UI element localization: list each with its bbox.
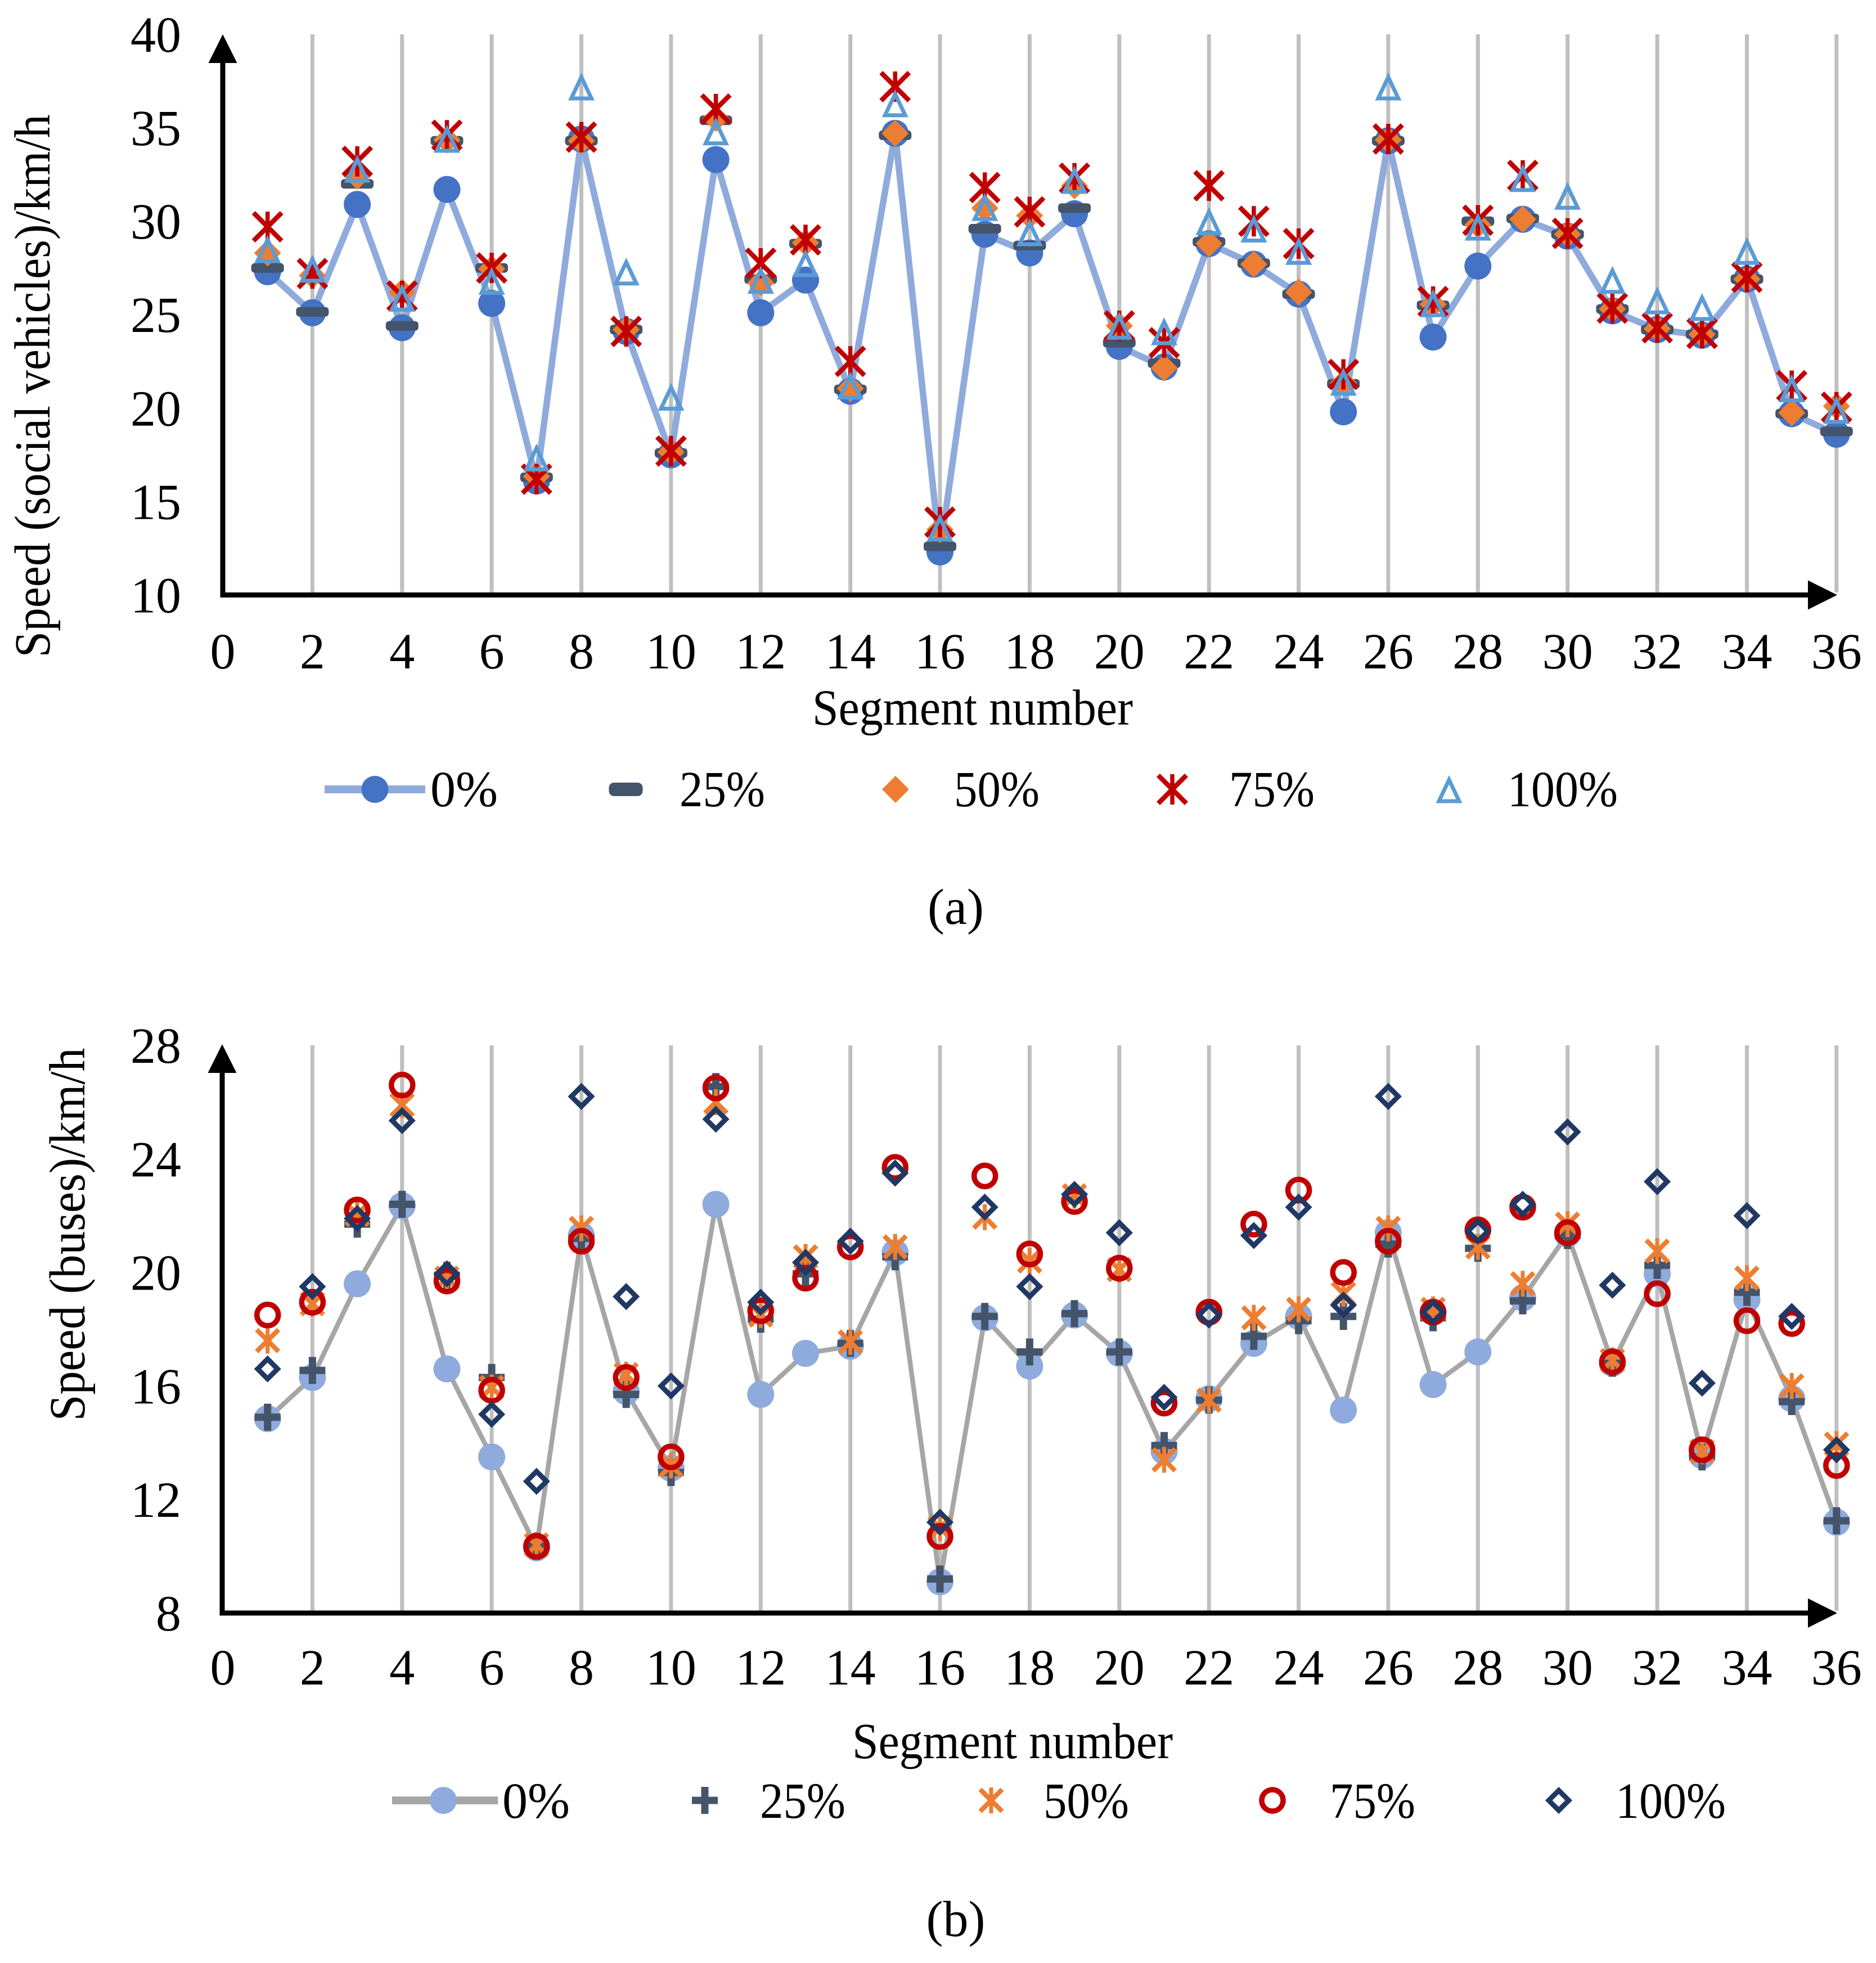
- svg-text:36: 36: [1811, 624, 1862, 680]
- svg-text:24: 24: [1274, 1640, 1324, 1696]
- svg-text:32: 32: [1632, 624, 1682, 680]
- svg-text:12: 12: [735, 1640, 786, 1696]
- svg-text:25: 25: [131, 288, 181, 343]
- svg-text:75%: 75%: [1330, 1773, 1415, 1829]
- svg-text:6: 6: [479, 1640, 505, 1696]
- svg-text:20: 20: [131, 381, 181, 437]
- svg-text:12: 12: [735, 624, 786, 680]
- svg-text:15: 15: [131, 474, 181, 530]
- svg-text:25%: 25%: [680, 762, 765, 817]
- svg-text:24: 24: [131, 1132, 181, 1188]
- svg-text:25%: 25%: [760, 1773, 845, 1829]
- svg-text:20: 20: [131, 1246, 181, 1301]
- svg-text:75%: 75%: [1229, 762, 1315, 817]
- svg-text:36: 36: [1811, 1640, 1862, 1696]
- svg-text:8: 8: [156, 1586, 181, 1642]
- svg-text:35: 35: [131, 101, 181, 156]
- svg-text:6: 6: [479, 624, 505, 680]
- svg-text:20: 20: [1094, 624, 1145, 680]
- svg-text:30: 30: [1542, 1640, 1593, 1696]
- svg-text:100%: 100%: [1616, 1773, 1726, 1829]
- svg-text:0: 0: [210, 624, 236, 680]
- svg-text:100%: 100%: [1508, 762, 1618, 817]
- svg-text:30: 30: [131, 194, 181, 250]
- svg-text:0: 0: [210, 1640, 236, 1696]
- svg-text:34: 34: [1722, 624, 1772, 680]
- svg-text:0%: 0%: [430, 762, 498, 817]
- svg-text:Segment number: Segment number: [852, 1714, 1173, 1769]
- svg-text:0%: 0%: [502, 1773, 570, 1829]
- svg-text:16: 16: [915, 624, 965, 680]
- svg-text:24: 24: [1274, 624, 1324, 680]
- svg-text:34: 34: [1722, 1640, 1772, 1696]
- svg-text:14: 14: [825, 1640, 876, 1696]
- svg-text:10: 10: [646, 1640, 696, 1696]
- svg-text:16: 16: [915, 1640, 965, 1696]
- svg-text:10: 10: [131, 568, 181, 624]
- svg-text:18: 18: [1004, 624, 1055, 680]
- svg-text:4: 4: [389, 624, 415, 680]
- svg-text:Speed (social vehicles)/km/h: Speed (social vehicles)/km/h: [5, 115, 61, 658]
- svg-text:16: 16: [131, 1359, 181, 1414]
- svg-text:10: 10: [646, 624, 696, 680]
- svg-text:26: 26: [1363, 624, 1414, 680]
- svg-text:Speed (buses)/km/h: Speed (buses)/km/h: [40, 1048, 96, 1421]
- svg-text:26: 26: [1363, 1640, 1414, 1696]
- svg-text:2: 2: [300, 624, 325, 680]
- svg-text:28: 28: [131, 1018, 181, 1074]
- svg-text:4: 4: [389, 1640, 415, 1696]
- svg-text:2: 2: [300, 1640, 325, 1696]
- svg-text:12: 12: [131, 1472, 181, 1528]
- svg-text:18: 18: [1004, 1640, 1055, 1696]
- svg-text:32: 32: [1632, 1640, 1682, 1696]
- svg-text:8: 8: [569, 624, 594, 680]
- svg-text:8: 8: [569, 1640, 594, 1696]
- svg-text:Segment number: Segment number: [812, 680, 1133, 736]
- svg-text:14: 14: [825, 624, 876, 680]
- svg-text:28: 28: [1452, 624, 1503, 680]
- svg-text:(b): (b): [926, 1892, 986, 1947]
- svg-text:20: 20: [1094, 1640, 1145, 1696]
- svg-text:30: 30: [1542, 624, 1593, 680]
- svg-text:(a): (a): [928, 879, 984, 935]
- svg-text:40: 40: [131, 7, 181, 63]
- svg-text:50%: 50%: [954, 762, 1040, 817]
- svg-text:50%: 50%: [1043, 1773, 1129, 1829]
- svg-text:22: 22: [1184, 1640, 1234, 1696]
- svg-text:22: 22: [1184, 624, 1234, 680]
- svg-text:28: 28: [1452, 1640, 1503, 1696]
